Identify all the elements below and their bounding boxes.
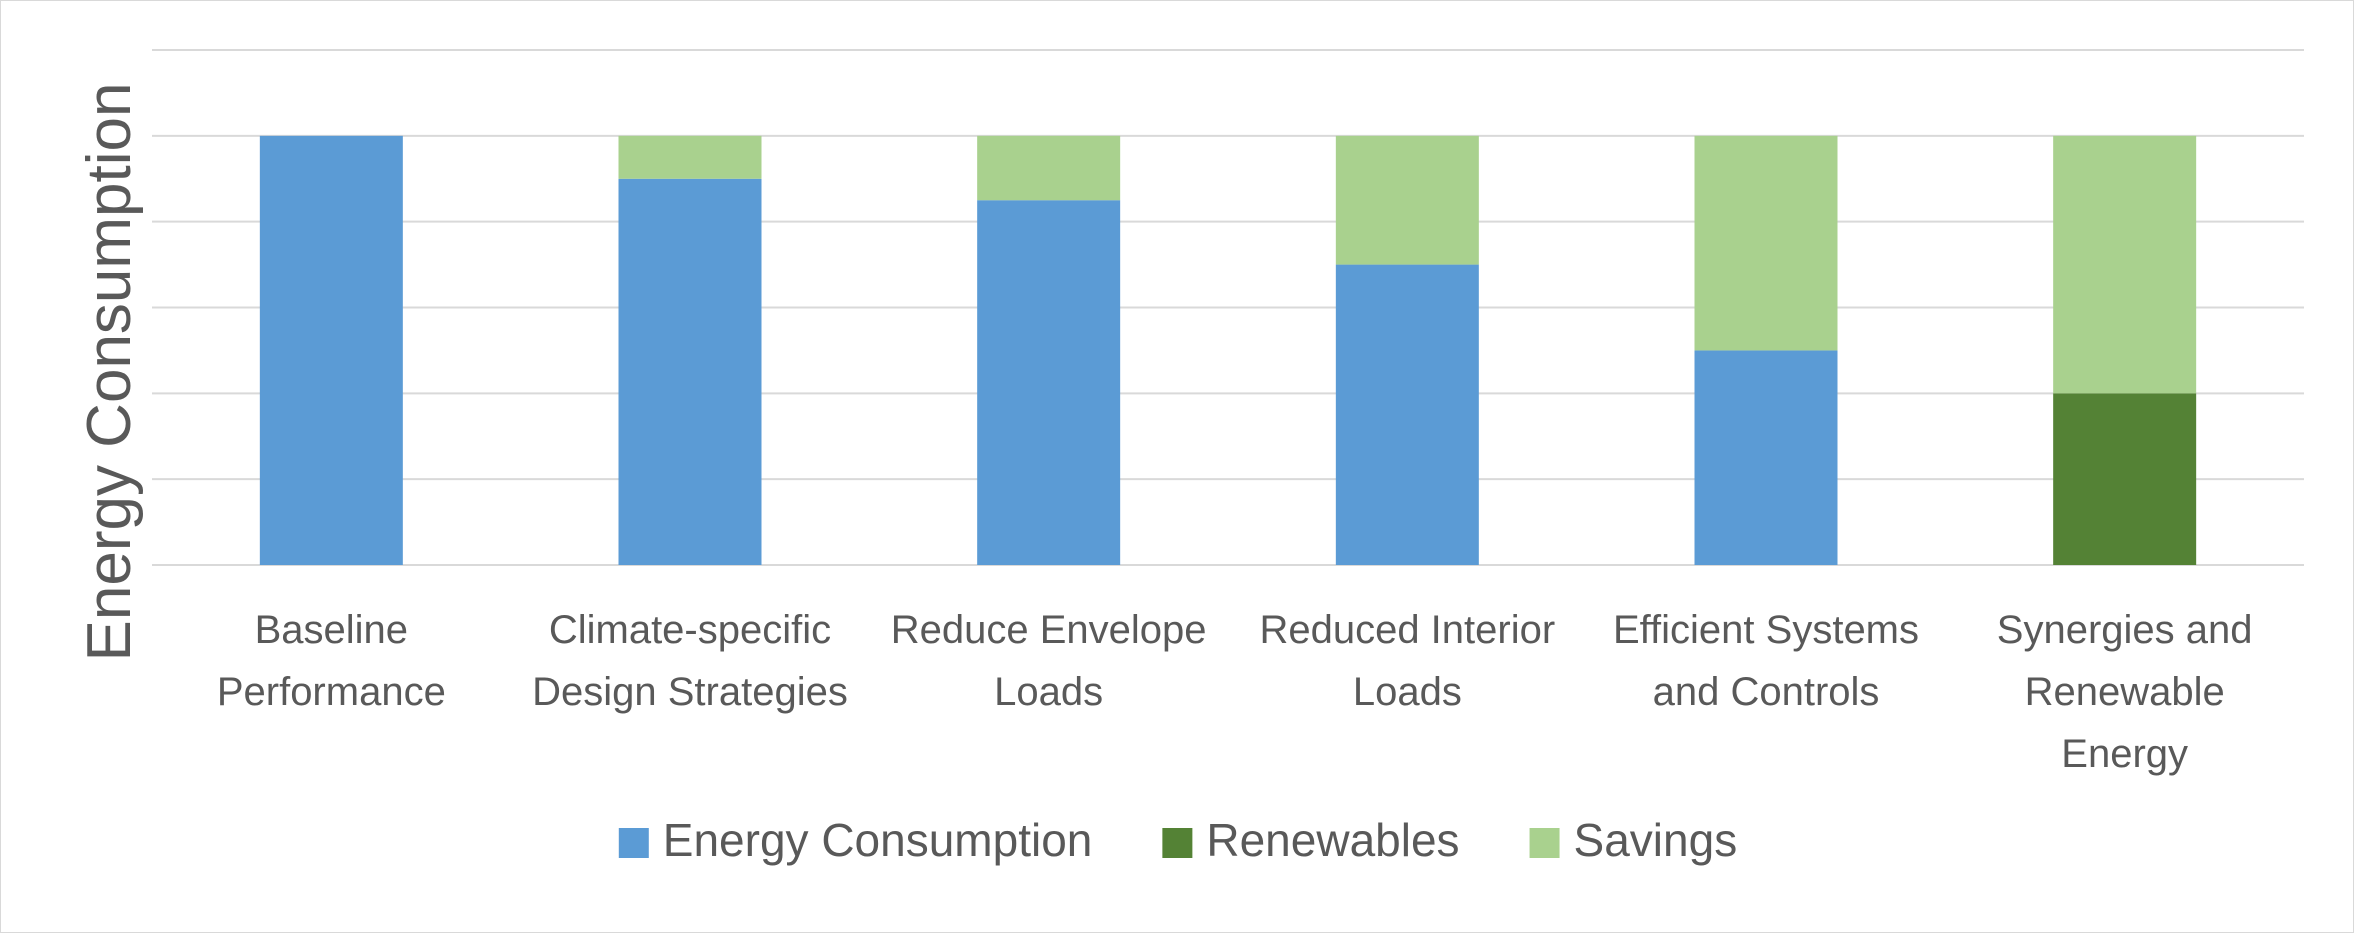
legend-swatch-savings: [1529, 828, 1560, 858]
x-tick-label: Climate-specific Design Strategies: [532, 608, 848, 714]
bar-renewables: [2053, 393, 2197, 565]
x-axis-labels: Baseline Performance Climate-specific Desig…: [217, 608, 2253, 776]
legend-swatch-renewables: [1162, 828, 1193, 858]
bar-energy-consumption: [977, 200, 1121, 566]
bar-energy-consumption: [618, 178, 762, 565]
bar-savings: [2053, 135, 2197, 394]
legend-label-savings: Savings: [1574, 814, 1738, 866]
bars: [259, 135, 2197, 566]
y-axis-title: Energy Consumption: [75, 83, 144, 662]
x-tick-label: Efficient Systems and Controls: [1613, 608, 1919, 714]
legend-swatch-energy-consumption: [618, 828, 649, 858]
x-tick-label: Reduce Envelope Loads: [891, 608, 1207, 714]
bar-savings: [1335, 135, 1479, 265]
legend-label-energy-consumption: Energy Consumption: [663, 814, 1093, 866]
legend-label-renewables: Renewables: [1206, 814, 1459, 866]
bar-savings: [618, 135, 762, 179]
bar-energy-consumption: [259, 135, 403, 566]
bar-energy-consumption: [1694, 350, 1838, 565]
bar-energy-consumption: [1335, 264, 1479, 565]
bar-savings: [1694, 135, 1838, 351]
legend: Energy Consumption Renewables Savings: [618, 814, 1738, 866]
x-tick-label: Synergies and Renewable Energy: [1997, 608, 2253, 776]
gridlines: [152, 49, 2304, 566]
x-tick-label: Reduced Interior Loads: [1259, 608, 1555, 714]
x-tick-label: Baseline Performance: [217, 608, 446, 714]
bar-savings: [977, 135, 1121, 201]
